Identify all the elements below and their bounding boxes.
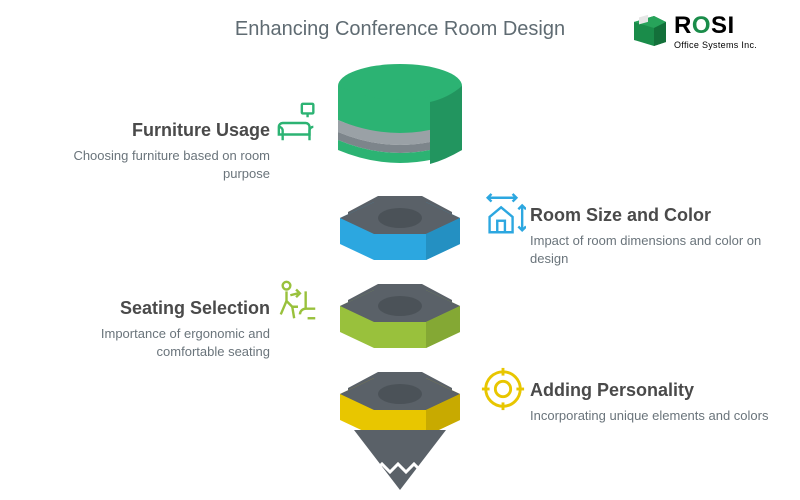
item-desc: Choosing furniture based on room purpose [30,147,270,182]
person-seat-icon [275,278,321,324]
pencil-stack [310,58,490,488]
pencil-tip [310,420,490,500]
item-heading: Furniture Usage [30,120,270,141]
sofa-icon [275,100,321,146]
item-heading: Seating Selection [30,298,270,319]
item-desc: Impact of room dimensions and color on d… [530,232,770,267]
page-title: Enhancing Conference Room Design [235,18,565,41]
brand-logo: ROSI Office Systems Inc. [630,12,780,62]
stack-layer-eraser [310,58,490,178]
item-heading: Adding Personality [530,380,770,401]
item-room-size: Room Size and Color Impact of room dimen… [530,205,770,267]
infographic-canvas: Enhancing Conference Room Design ROSI Of… [0,0,800,500]
item-furniture-usage: Furniture Usage Choosing furniture based… [30,120,270,182]
target-icon [480,366,526,412]
house-arrows-icon [480,192,526,238]
desk-icon [630,12,670,48]
item-seating: Seating Selection Importance of ergonomi… [30,298,270,360]
item-heading: Room Size and Color [530,205,770,226]
item-personality: Adding Personality Incorporating unique … [530,380,770,425]
item-desc: Importance of ergonomic and comfortable … [30,325,270,360]
stack-layer-green [310,276,490,356]
item-desc: Incorporating unique elements and colors [530,407,770,425]
stack-layer-blue [310,188,490,268]
